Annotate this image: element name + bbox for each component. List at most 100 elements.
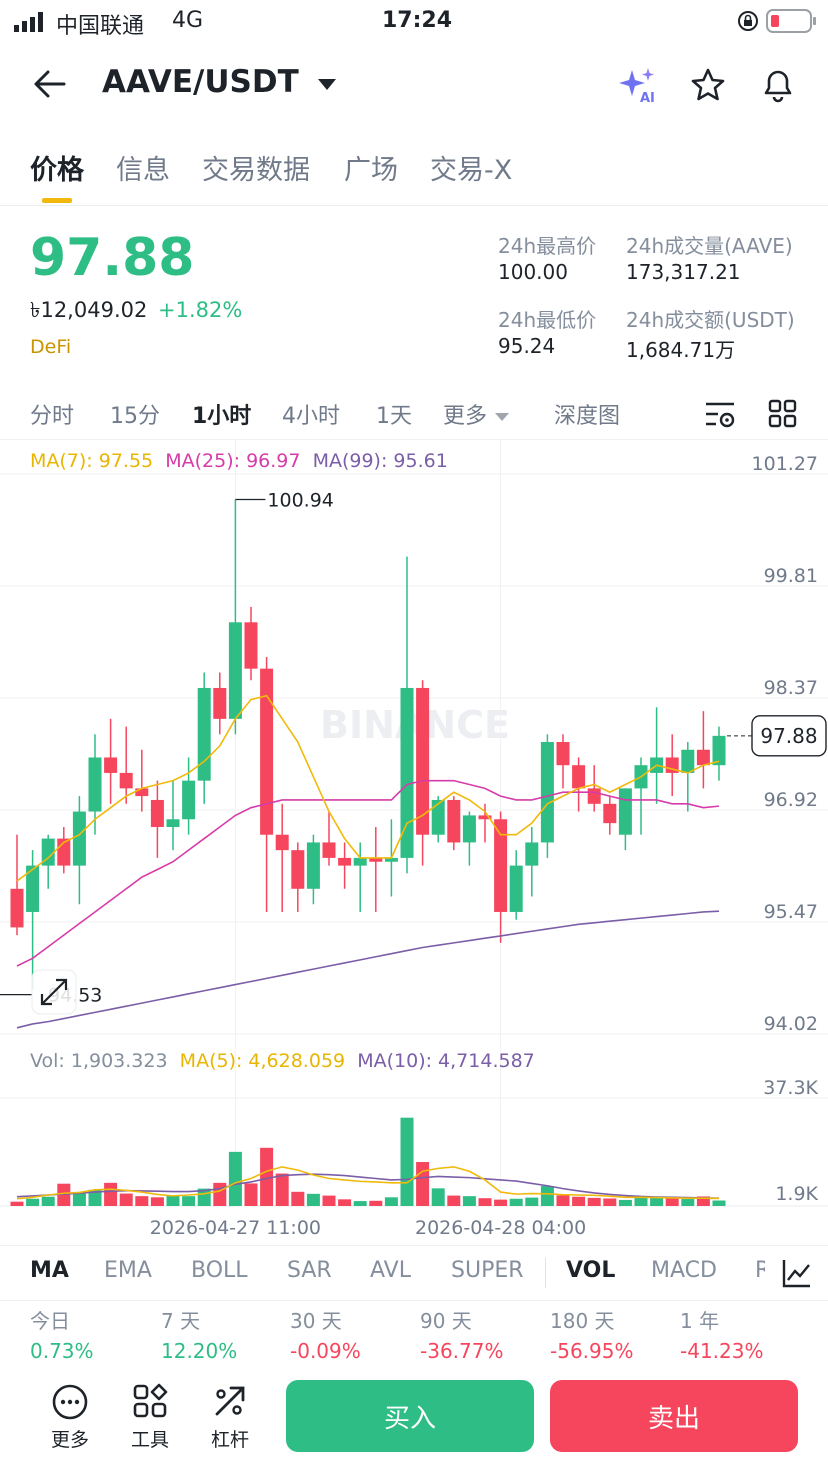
indicator-macd[interactable]: MACD: [651, 1258, 717, 1283]
volume-ma-lines: [16, 1166, 720, 1200]
candle-body: [540, 742, 554, 843]
volume-bar: [650, 1196, 664, 1206]
interval-1h[interactable]: 1小时: [192, 404, 252, 429]
category-tag[interactable]: DeFi: [30, 336, 72, 358]
candlestick-chart[interactable]: BINANCE 101.2799.8198.3796.9295.4794.02 …: [0, 440, 828, 1240]
pair-title: AAVE/USDT: [102, 64, 299, 100]
high-value: 100.00: [498, 260, 568, 284]
perf-label-7d: 7 天: [161, 1309, 201, 1333]
volume-bar: [104, 1182, 118, 1206]
star-favorite-icon[interactable]: [690, 67, 726, 103]
fiat-price: ৳12,049.02: [30, 298, 148, 322]
leverage-button[interactable]: 杠杆: [200, 1375, 260, 1465]
more-button[interactable]: 更多: [40, 1375, 100, 1465]
candle-body: [462, 815, 476, 843]
tab-trade-data[interactable]: 交易数据: [202, 155, 310, 186]
bell-alert-icon[interactable]: [760, 66, 796, 104]
volume-bar: [462, 1196, 476, 1206]
time-tick-label: 2026-04-27 11:00: [150, 1217, 321, 1239]
time-axis: 2026-04-27 11:00 2026-04-28 04:00: [150, 1217, 586, 1239]
ai-sparkle-icon[interactable]: AI: [618, 66, 660, 106]
indicator-boll[interactable]: BOLL: [191, 1258, 248, 1283]
candle-body: [228, 622, 242, 719]
interval-more[interactable]: 更多: [443, 398, 510, 430]
time-tick-label: 2026-04-28 04:00: [415, 1217, 586, 1239]
volume-bar: [150, 1197, 164, 1206]
volume-ma5-line: [16, 1166, 720, 1200]
interval-4h[interactable]: 4小时: [282, 404, 340, 429]
interval-1d[interactable]: 1天: [376, 404, 412, 429]
candle-body: [213, 687, 227, 719]
price-tick-label: 94.02: [764, 1013, 818, 1035]
volume-bar: [135, 1196, 149, 1206]
candle-body: [712, 735, 726, 766]
price-change: +1.82%: [158, 298, 243, 322]
candle-body: [400, 687, 414, 858]
tools-button[interactable]: 工具: [120, 1375, 180, 1465]
tab-square[interactable]: 广场: [344, 155, 398, 186]
more-label: 更多: [51, 1429, 90, 1451]
tab-info[interactable]: 信息: [116, 155, 170, 186]
volume-ma5: MA(5): 4,628.059: [179, 1050, 346, 1072]
tools-grid-icon: [133, 1383, 168, 1418]
chart-settings-icon[interactable]: [704, 400, 736, 430]
expand-chart-button[interactable]: [31, 969, 77, 1015]
price-line: ৳12,049.02 +1.82%: [30, 294, 242, 329]
perf-value-1y: -41.23%: [680, 1339, 764, 1363]
indicator-divider: [545, 1258, 546, 1288]
price-tick-label: 101.27: [752, 453, 818, 475]
back-arrow-icon[interactable]: [32, 68, 68, 100]
volume-bar: [556, 1195, 570, 1206]
expand-icon: [40, 978, 68, 1006]
depth-chart-tab[interactable]: 深度图: [554, 404, 621, 429]
price-tick-label: 99.81: [764, 565, 818, 587]
last-price: 97.88: [30, 228, 195, 288]
candle-body: [338, 857, 352, 866]
interval-time[interactable]: 分时: [30, 404, 75, 429]
sell-button[interactable]: 卖出: [550, 1380, 798, 1452]
indicator-settings-icon[interactable]: [782, 1258, 812, 1288]
volume-bar: [572, 1196, 586, 1206]
indicator-ma[interactable]: MA: [30, 1258, 69, 1283]
svg-text:AI: AI: [640, 91, 655, 106]
indicator-ema[interactable]: EMA: [104, 1258, 152, 1283]
perf-label-30d: 30 天: [290, 1309, 342, 1333]
candle-body: [135, 788, 149, 797]
candle-body: [696, 749, 710, 766]
indicator-sar[interactable]: SAR: [287, 1258, 332, 1283]
tab-price[interactable]: 价格: [30, 155, 84, 186]
indicator-vol[interactable]: VOL: [566, 1258, 616, 1283]
current-price-label: 97.88: [760, 724, 817, 748]
volume-legend: Vol: 1,903.323 MA(5): 4,628.059 MA(10): …: [30, 1050, 535, 1072]
volume-tick-label: 37.3K: [763, 1077, 818, 1099]
candle-body: [494, 819, 508, 912]
candle-body: [182, 780, 196, 820]
volume-bar: [26, 1198, 40, 1206]
buy-button[interactable]: 买入: [286, 1380, 534, 1452]
candle-body: [72, 811, 86, 866]
price-tick-label: 96.92: [764, 789, 818, 811]
volume-bar: [494, 1199, 508, 1206]
clock: 17:24: [382, 8, 453, 33]
volume-bar: [291, 1191, 305, 1206]
volume-bar: [400, 1117, 414, 1206]
volume-bar: [696, 1196, 710, 1206]
indicator-rsi[interactable]: R: [755, 1258, 765, 1283]
bottom-action-bar: 更多 工具 杠杆 买入 卖出: [0, 1375, 828, 1472]
indicator-avl[interactable]: AVL: [370, 1258, 411, 1283]
volume-bar: [587, 1197, 601, 1206]
ma-legend: MA(7): 97.55 MA(25): 96.97 MA(99): 95.61: [30, 450, 448, 472]
perf-label-today: 今日: [30, 1309, 70, 1333]
candle-body: [384, 857, 398, 862]
pair-selector[interactable]: AAVE/USDT: [102, 64, 338, 100]
carrier-name: 中国联通: [56, 14, 145, 39]
ma7-line: [16, 694, 720, 882]
candle-body: [509, 865, 523, 912]
indicator-super[interactable]: SUPER: [451, 1258, 524, 1283]
perf-value-today: 0.73%: [30, 1339, 94, 1363]
volume-bar: [72, 1192, 86, 1206]
caret-down-icon: [495, 413, 510, 421]
tab-trade-x[interactable]: 交易-X: [430, 155, 513, 186]
grid-layout-icon[interactable]: [768, 399, 798, 429]
interval-15m[interactable]: 15分: [110, 404, 160, 429]
